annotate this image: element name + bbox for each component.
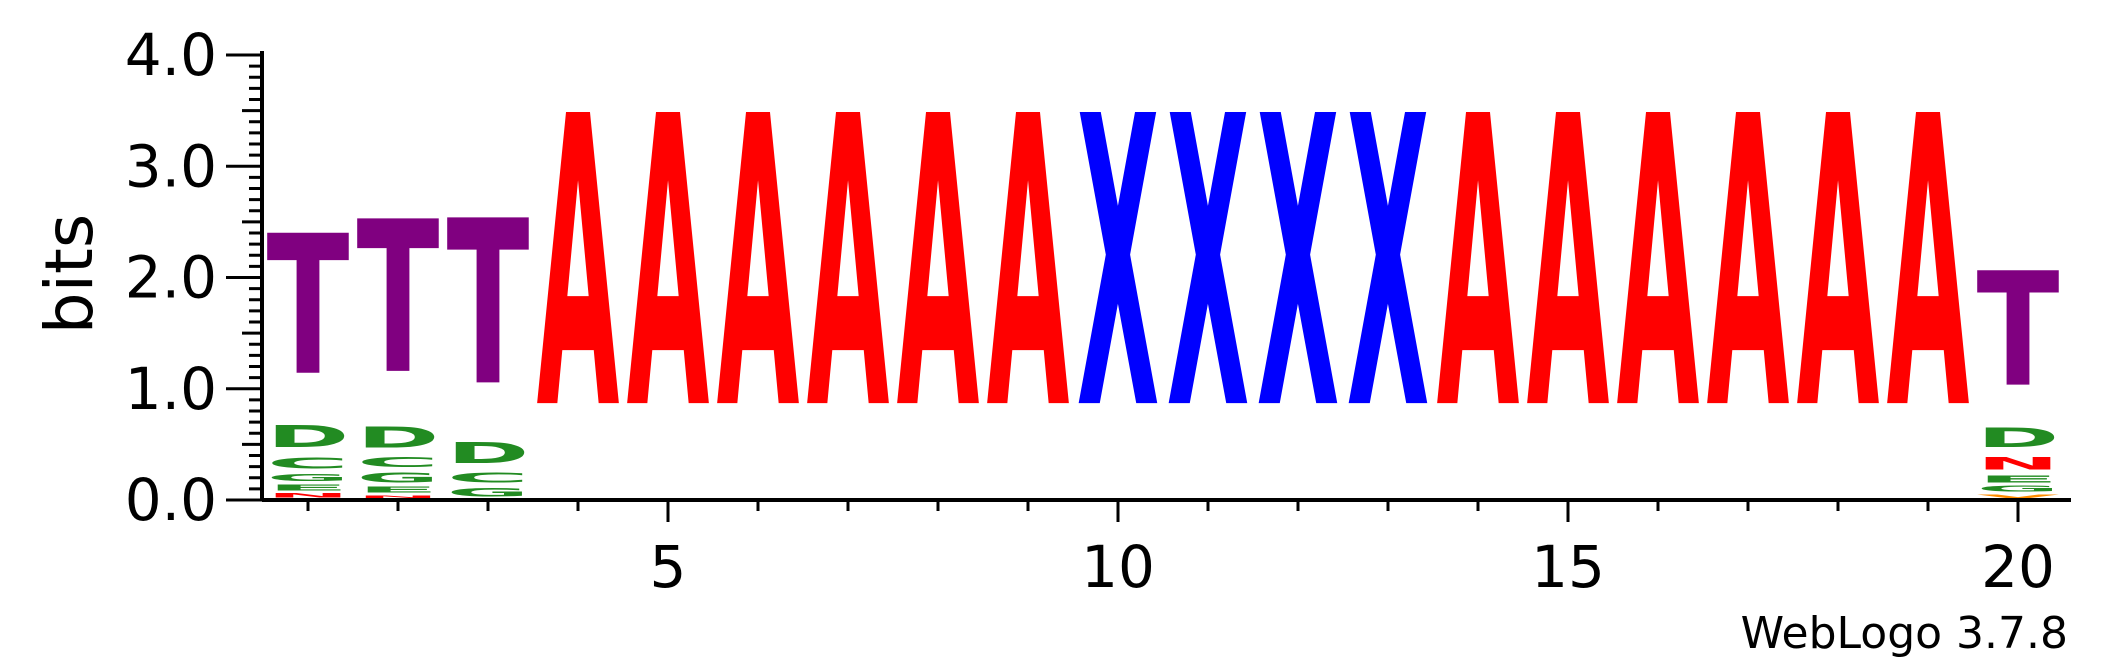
logo-stack-14: A — [1437, 33, 1521, 497]
x-tick-label: 10 — [1081, 533, 1155, 601]
logo-letter-A: A — [987, 33, 1071, 497]
logo-stack-11: X — [1167, 33, 1250, 497]
logo-letter-T: T — [357, 178, 440, 421]
y-tick-label: 3.0 — [125, 132, 217, 200]
logo-letter-N: N — [357, 495, 440, 499]
logo-letter-N: N — [1977, 453, 2060, 473]
logo-letter-A: A — [1887, 33, 1971, 497]
logo-letter-A: A — [1797, 33, 1881, 497]
logo-stack-9: A — [987, 33, 1071, 497]
logo-letter-T: T — [447, 172, 530, 436]
x-tick-label: 5 — [650, 533, 687, 601]
logo-letter-D: D — [447, 437, 530, 470]
logo-letter-T: T — [267, 195, 350, 419]
logo-letter-G: G — [267, 472, 350, 483]
logo-letter-G: G — [447, 486, 530, 499]
logo-stack-15: A — [1527, 33, 1611, 497]
y-tick-label: 4.0 — [125, 21, 217, 89]
x-tick-label: 20 — [1981, 533, 2055, 601]
logo-letter-A: A — [1707, 33, 1791, 497]
logo-stack-12: X — [1257, 33, 1340, 497]
logo-stack-8: A — [897, 33, 981, 497]
logo-stack-13: X — [1347, 33, 1430, 497]
logo-letter-C: C — [267, 454, 350, 472]
logo-stack-18: A — [1797, 33, 1881, 497]
logo-letter-G: G — [1977, 485, 2060, 494]
logo-stack-19: A — [1887, 33, 1971, 497]
x-tick-label: 15 — [1531, 533, 1605, 601]
logo-letter-E: E — [1977, 474, 2060, 485]
logo-letter-G: G — [357, 470, 440, 486]
logo-letter-C: C — [447, 470, 530, 486]
logo-letter-A: A — [897, 33, 981, 497]
logo-stack-6: A — [717, 33, 801, 497]
y-tick-label: 1.0 — [125, 355, 217, 423]
logo-letter-X: X — [1257, 33, 1340, 497]
logo-letter-A: A — [807, 33, 891, 497]
logo-stack-4: A — [537, 33, 621, 497]
logo-letter-A: A — [1437, 33, 1521, 497]
logo-letter-V: V — [1977, 493, 2060, 499]
weblogo-footer: WebLogo 3.7.8 — [1741, 608, 2068, 659]
logo-letter-D: D — [1977, 423, 2060, 454]
x-axis: 5 10 15 20 — [262, 498, 2071, 601]
logo-letter-D: D — [267, 420, 350, 455]
logo-stack-7: A — [807, 33, 891, 497]
logo-letter-T: T — [1977, 240, 2060, 422]
y-tick-label: 0.0 — [125, 466, 217, 534]
logo-letter-X: X — [1167, 33, 1250, 497]
logo-letter-D: D — [357, 422, 440, 455]
y-tick-label: 2.0 — [125, 244, 217, 312]
logo-letter-A: A — [537, 33, 621, 497]
logo-stack-5: A — [627, 33, 711, 497]
logo-letter-E: E — [357, 486, 440, 495]
logo-stack-10: X — [1077, 33, 1160, 497]
logo-letter-A: A — [627, 33, 711, 497]
logo-letter-E: E — [267, 484, 350, 493]
logo-letter-A: A — [717, 33, 801, 497]
logo-letter-X: X — [1077, 33, 1160, 497]
y-axis: 0.0 1.0 2.0 3.0 4.0 — [125, 21, 264, 534]
logo-letter-A: A — [1617, 33, 1701, 497]
logo-letter-X: X — [1347, 33, 1430, 497]
y-axis-label: bits — [31, 214, 108, 335]
logo-stack-17: A — [1707, 33, 1791, 497]
logo-letter-A: A — [1527, 33, 1611, 497]
logo-letter-N: N — [267, 492, 350, 499]
logo-stack-16: A — [1617, 33, 1701, 497]
logo-letter-C: C — [357, 454, 440, 470]
